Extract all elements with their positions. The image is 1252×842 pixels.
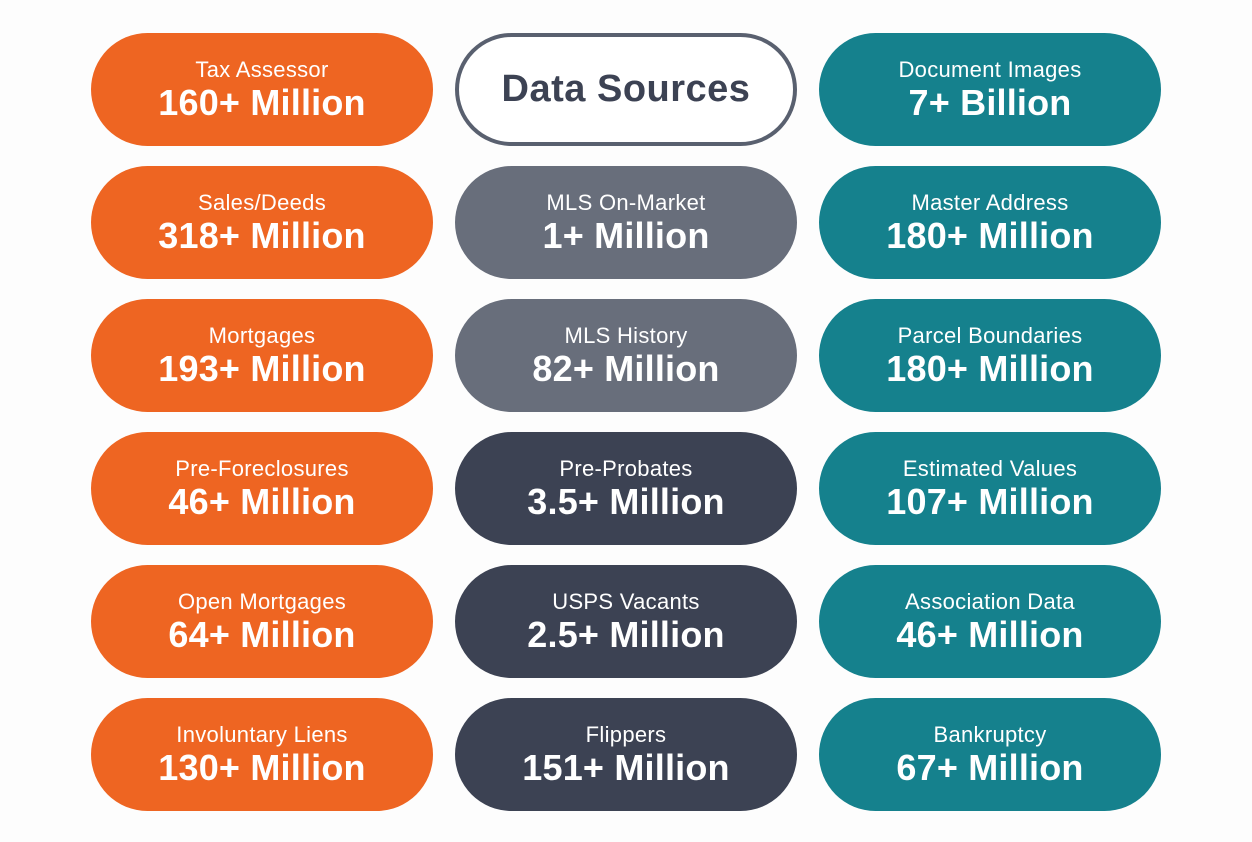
source-label: Estimated Values	[902, 455, 1078, 481]
source-value: 180+ Million	[886, 214, 1094, 256]
source-value: 193+ Million	[158, 347, 366, 389]
data-source-pre-foreclosures: Pre-Foreclosures 46+ Million	[91, 432, 433, 545]
data-source-mls-on-market: MLS On-Market 1+ Million	[455, 166, 797, 279]
source-label: Parcel Boundaries	[897, 322, 1083, 348]
source-value: 46+ Million	[896, 613, 1084, 655]
source-value: 1+ Million	[542, 214, 710, 256]
source-label: Pre-Foreclosures	[175, 455, 349, 481]
source-label: Association Data	[905, 588, 1075, 614]
data-source-usps-vacants: USPS Vacants 2.5+ Million	[455, 565, 797, 678]
source-value: 7+ Billion	[908, 81, 1072, 123]
source-value: 130+ Million	[158, 746, 366, 788]
source-label: Flippers	[585, 721, 667, 747]
source-label: Document Images	[898, 56, 1082, 82]
page-title: Data Sources	[501, 68, 751, 110]
data-source-pre-probates: Pre-Probates 3.5+ Million	[455, 432, 797, 545]
data-source-involuntary-liens: Involuntary Liens 130+ Million	[91, 698, 433, 811]
source-label: Pre-Probates	[559, 455, 693, 481]
source-value: 3.5+ Million	[527, 480, 725, 522]
source-label: Master Address	[911, 189, 1069, 215]
source-label: Mortgages	[208, 322, 316, 348]
source-label: USPS Vacants	[552, 588, 700, 614]
source-value: 318+ Million	[158, 214, 366, 256]
source-value: 151+ Million	[522, 746, 730, 788]
source-value: 2.5+ Million	[527, 613, 725, 655]
source-label: Tax Assessor	[195, 56, 329, 82]
data-source-sales-deeds: Sales/Deeds 318+ Million	[91, 166, 433, 279]
source-value: 67+ Million	[896, 746, 1084, 788]
source-label: Bankruptcy	[933, 721, 1047, 747]
source-value: 180+ Million	[886, 347, 1094, 389]
data-source-parcel-boundaries: Parcel Boundaries 180+ Million	[819, 299, 1161, 412]
data-source-mortgages: Mortgages 193+ Million	[91, 299, 433, 412]
data-source-flippers: Flippers 151+ Million	[455, 698, 797, 811]
source-label: Sales/Deeds	[197, 189, 327, 215]
data-source-bankruptcy: Bankruptcy 67+ Million	[819, 698, 1161, 811]
data-source-open-mortgages: Open Mortgages 64+ Million	[91, 565, 433, 678]
data-source-mls-history: MLS History 82+ Million	[455, 299, 797, 412]
source-value: 107+ Million	[886, 480, 1094, 522]
data-source-master-address: Master Address 180+ Million	[819, 166, 1161, 279]
data-source-association-data: Association Data 46+ Million	[819, 565, 1161, 678]
source-value: 160+ Million	[158, 81, 366, 123]
data-source-estimated-values: Estimated Values 107+ Million	[819, 432, 1161, 545]
source-label: MLS History	[564, 322, 688, 348]
source-label: Open Mortgages	[177, 588, 347, 614]
data-source-tax-assessor: Tax Assessor 160+ Million	[91, 33, 433, 146]
source-value: 64+ Million	[168, 613, 356, 655]
source-label: Involuntary Liens	[176, 721, 348, 747]
source-label: MLS On-Market	[546, 189, 706, 215]
data-source-document-images: Document Images 7+ Billion	[819, 33, 1161, 146]
data-sources-title-pill: Data Sources	[455, 33, 797, 146]
source-value: 82+ Million	[532, 347, 720, 389]
source-value: 46+ Million	[168, 480, 356, 522]
